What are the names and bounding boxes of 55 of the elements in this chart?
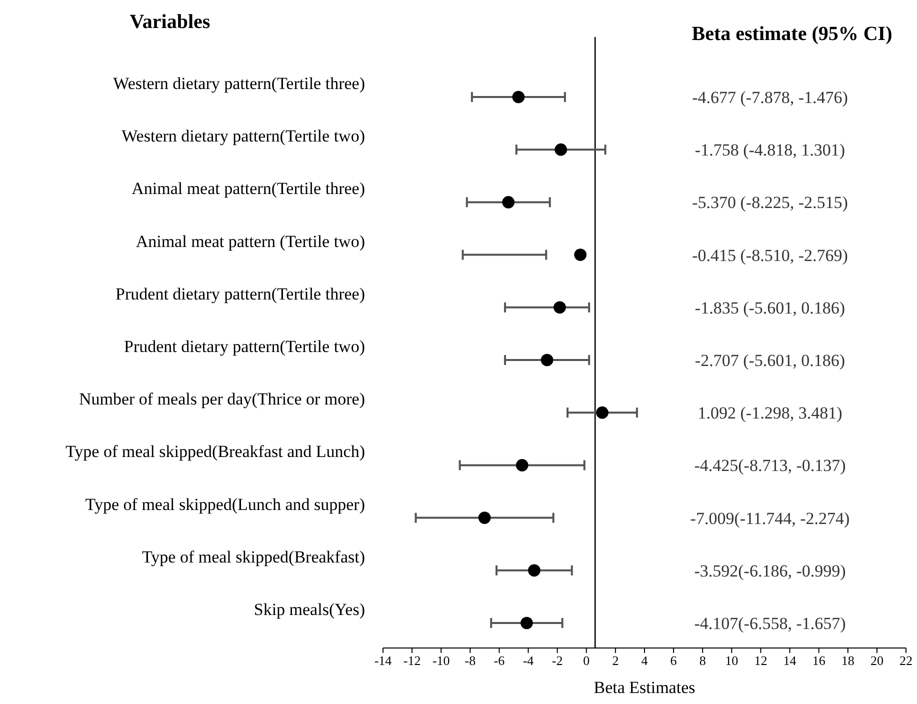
y-tick-label: Skip meals(Yes) [254, 600, 365, 619]
x-axis-title: Beta Estimates [594, 678, 696, 697]
y-tick-label: Animal meat pattern (Tertile two) [136, 232, 365, 251]
x-tick-label: -12 [403, 653, 421, 668]
x-tick-label: 16 [812, 653, 826, 668]
annotation: -1.758 (-4.818, 1.301) [694, 140, 846, 160]
x-tick-label: 2 [612, 653, 619, 668]
annotation: -5.370 (-8.225, -2.515) [692, 193, 848, 212]
x-tick-label: 12 [754, 653, 768, 668]
annotation: -4.107(-6.558, -1.657) [694, 614, 846, 633]
x-tick-label: 20 [870, 653, 884, 668]
x-tick-label: -14 [374, 653, 392, 668]
y-tick-label: Western dietary pattern(Tertile three) [113, 74, 365, 93]
point [516, 459, 528, 472]
point [502, 196, 515, 208]
annotation: -4.677 (-7.878, -1.476) [692, 88, 848, 107]
point [554, 301, 566, 314]
annotation: -3.592(-6.186, -0.999) [694, 561, 846, 580]
annotation: -0.415 (-8.510, -2.769) [692, 246, 848, 265]
point [512, 90, 525, 104]
y-tick-label: Type of meal skipped(Breakfast and Lunch) [65, 442, 365, 462]
point [520, 616, 533, 630]
annotation: -2.707 (-5.601, 0.186) [694, 351, 846, 370]
annotation: -4.425(-8.713, -0.137) [694, 456, 846, 476]
y-tick-label: Number of meals per day(Thrice or more) [78, 390, 365, 409]
x-tick-label: 14 [783, 653, 797, 668]
point [478, 512, 491, 524]
x-tick-label: 6 [670, 653, 678, 668]
y-tick-label: Western dietary pattern(Tertile two) [122, 126, 365, 146]
y-tick-label: Type of meal skipped(Lunch and supper) [85, 494, 365, 514]
annotation: 1.092 (-1.298, 3.481) [698, 404, 842, 423]
text: Variables [130, 11, 210, 33]
x-tick-label: 10 [725, 653, 738, 668]
x-tick-label: -10 [432, 653, 450, 668]
point [596, 406, 608, 419]
x-tick-label: -2 [552, 653, 563, 668]
x-tick-label: -4 [522, 653, 534, 668]
x-tick-label: -8 [464, 653, 476, 668]
x-tick-label: 0 [583, 653, 590, 668]
x-tick-label: 18 [841, 653, 854, 668]
y-tick-label: Type of meal skipped(Breakfast) [142, 547, 365, 566]
x-tick-label: 22 [900, 653, 912, 668]
annotation: -7.009(-11.744, -2.274) [690, 508, 850, 528]
x-tick-label: 4 [641, 653, 648, 668]
point [554, 143, 568, 156]
annotation: -1.835 (-5.601, 0.186) [694, 298, 846, 318]
annotation: Beta estimate (95% CI) [692, 23, 892, 45]
x-tick-label: -6 [494, 653, 506, 668]
y-tick-label: Prudent dietary pattern(Tertile two) [124, 337, 365, 356]
point [540, 354, 554, 366]
y-tick-label: Prudent dietary pattern(Tertile three) [116, 284, 365, 304]
point [528, 564, 540, 577]
y-tick-label: Animal meat pattern(Tertile three) [132, 179, 365, 198]
point [574, 248, 587, 261]
x-tick-label: 8 [699, 653, 706, 668]
